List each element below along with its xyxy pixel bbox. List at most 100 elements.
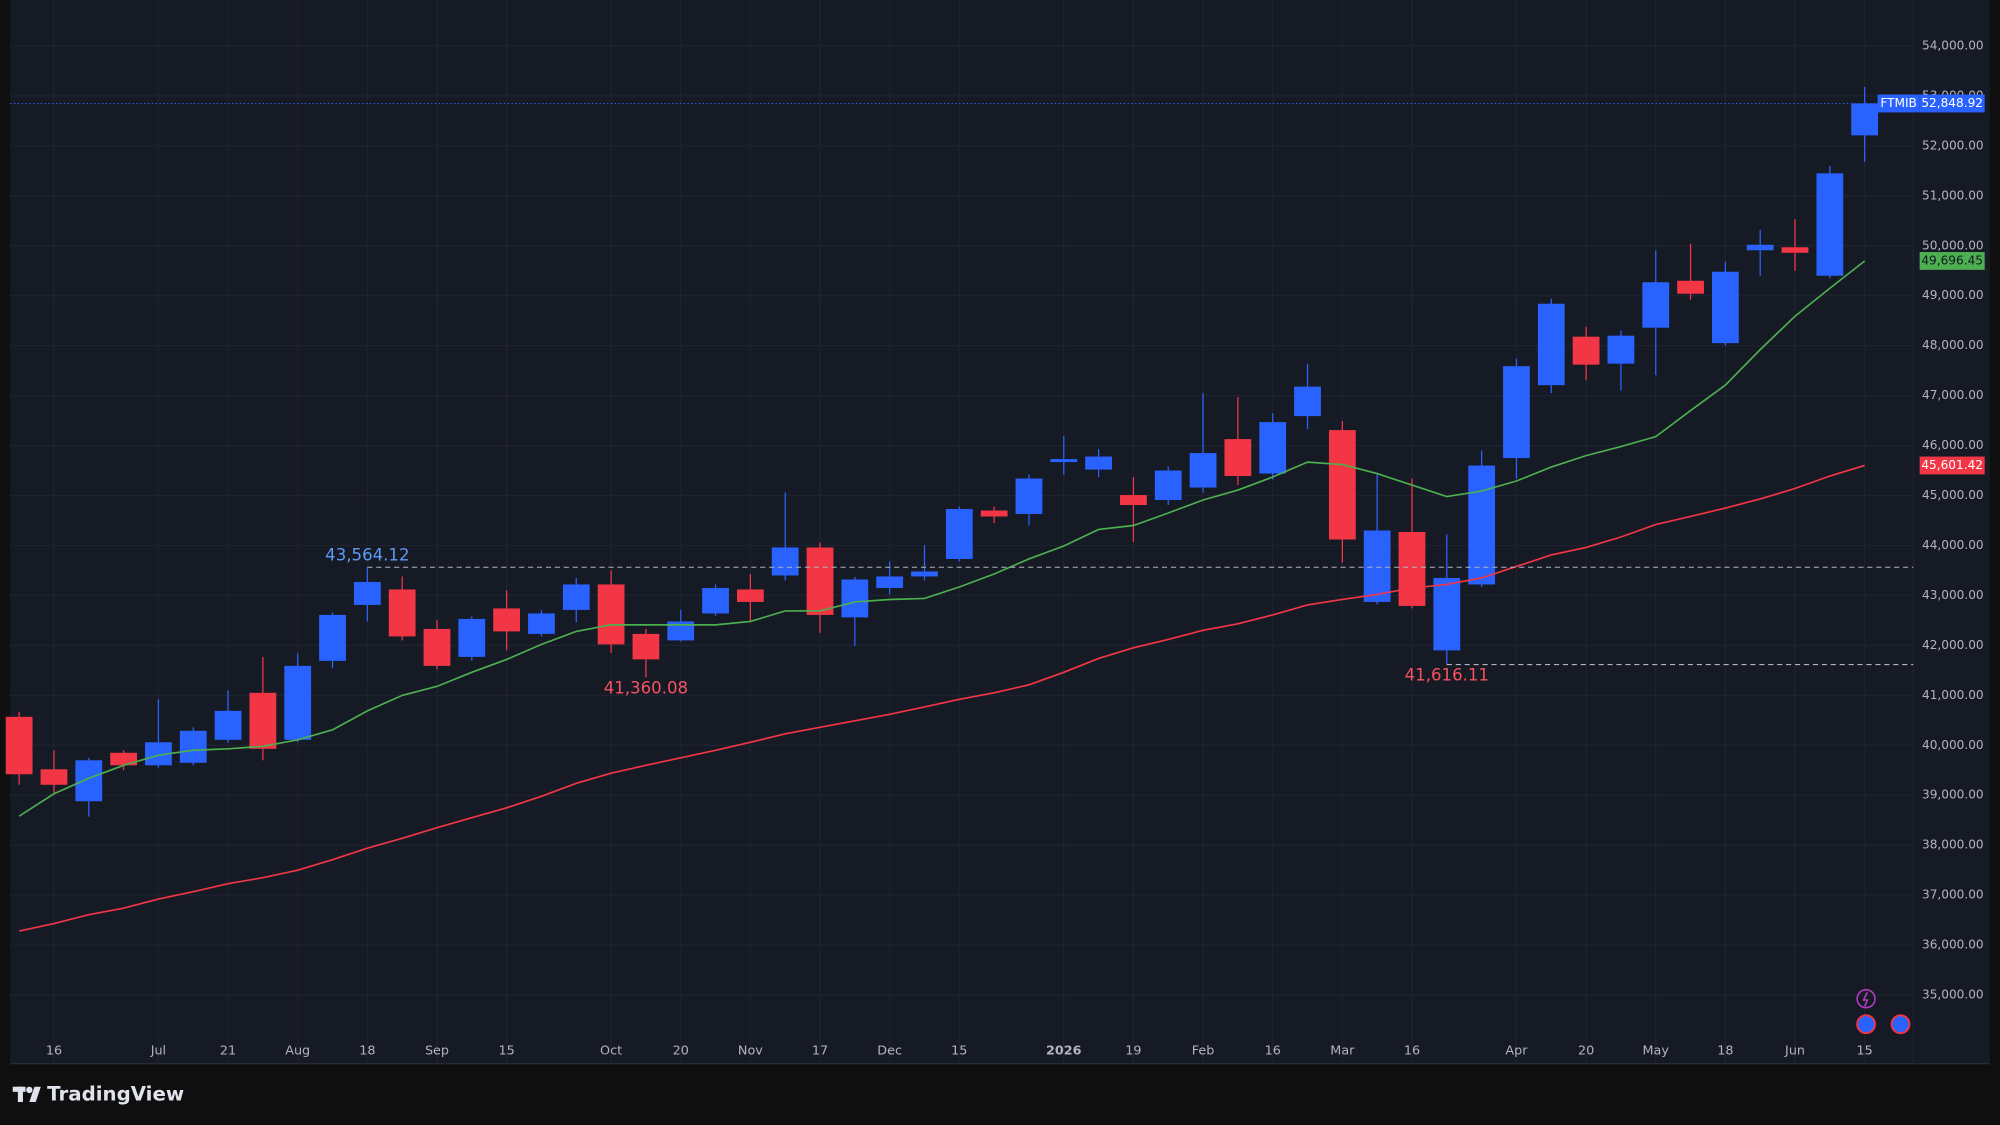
candle-body [1607, 335, 1635, 364]
x-tick-label: 18 [1717, 1044, 1733, 1059]
y-tick-label: 44,000.00 [1922, 538, 1984, 552]
x-tick-label: 19 [1125, 1044, 1141, 1059]
plot-area [10, 0, 1990, 1064]
ma-line [18, 260, 1866, 817]
ma-line [18, 464, 1865, 932]
candle-body [667, 621, 695, 641]
candle-body [1851, 103, 1879, 136]
x-tick-label: 18 [359, 1044, 375, 1059]
candle-body [5, 716, 33, 775]
x-tick-label: 15 [499, 1044, 515, 1059]
x-tick-label: Mar [1330, 1044, 1355, 1059]
candle-body [458, 618, 486, 657]
candle-body [771, 547, 799, 576]
y-tick-label: 38,000.00 [1922, 838, 1984, 852]
annotation-label: 41,360.08 [604, 678, 688, 697]
y-tick-label: 46,000.00 [1922, 438, 1984, 452]
candle-body [179, 730, 207, 763]
x-tick-label: Aug [285, 1044, 310, 1059]
ma-tag [1919, 252, 1985, 270]
candle-body [1050, 459, 1078, 463]
logo-dot [26, 1086, 33, 1094]
candle-body [319, 614, 346, 661]
y-tick-label: 49,000.00 [1922, 288, 1984, 302]
candle-body [1677, 280, 1704, 294]
candle-body [40, 769, 68, 785]
candle-body [597, 584, 625, 645]
candle-body [423, 628, 451, 666]
price-tag [1919, 94, 1985, 113]
candle-body [1781, 247, 1809, 253]
ma-tag [1919, 456, 1985, 475]
y-tick-label: 40,000.00 [1922, 738, 1984, 752]
candle-body [980, 510, 1008, 517]
x-tick-label: 15 [1857, 1044, 1873, 1059]
candle-body [1503, 366, 1530, 459]
candle-body [702, 587, 729, 614]
price-tag-label: 52,848.92 [1921, 96, 1983, 110]
x-tick-label: Sep [425, 1044, 449, 1059]
event-icon[interactable] [1890, 1014, 1911, 1035]
y-tick-label: 51,000.00 [1922, 188, 1984, 202]
candle-body [1328, 430, 1356, 540]
event-icon[interactable] [1856, 989, 1876, 1009]
candle-body [1816, 173, 1844, 276]
x-tick-label: 16 [1265, 1044, 1281, 1059]
candle-body [110, 752, 137, 766]
event-icon-glyph [1862, 992, 1869, 1007]
candle-body [249, 692, 277, 749]
candle-body [1189, 453, 1217, 488]
candle-body [284, 665, 312, 740]
candle-body [1537, 303, 1565, 386]
candle-body [528, 613, 555, 634]
x-tick-label: 20 [1578, 1044, 1594, 1059]
candle-body [945, 509, 973, 559]
x-tick-label: 16 [1404, 1044, 1420, 1059]
candle-body [353, 581, 381, 605]
logo-stem [17, 1086, 23, 1103]
y-tick-label: 41,000.00 [1922, 688, 1984, 702]
event-icon[interactable] [1856, 1014, 1876, 1035]
candle-body [75, 760, 103, 802]
event-icons [1856, 989, 1911, 1035]
candle-body [1224, 439, 1252, 477]
x-tick-label: Jun [1784, 1044, 1805, 1059]
x-tick-label: Nov [738, 1044, 763, 1059]
labels: 35,000.00 36,000.00 37,000.00 38,000.00 39,0… [46, 38, 1985, 1059]
x-tick-label: 16 [46, 1044, 62, 1059]
candle-body [806, 547, 834, 615]
y-tick-label: 36,000.00 [1922, 938, 1984, 952]
candle-body [1468, 465, 1496, 585]
brand-name[interactable]: TradingView [47, 1083, 184, 1106]
candle-body [493, 608, 521, 632]
ma-tag-label: 45,601.42 [1921, 458, 1983, 472]
x-tick-label: 15 [951, 1044, 967, 1059]
grid [10, 0, 1914, 1063]
x-tick-label: Dec [877, 1044, 902, 1059]
ma-tag-label: 49,696.45 [1921, 253, 1983, 267]
candle-body [1642, 282, 1670, 328]
y-tick-label: 43,000.00 [1922, 588, 1984, 602]
x-tick-label: 17 [812, 1044, 828, 1059]
y-tick-label: 35,000.00 [1922, 988, 1984, 1002]
candle-body [632, 633, 660, 660]
x-tick-label: May [1643, 1044, 1670, 1059]
x-tick-label: Jul [150, 1044, 166, 1059]
logo-slash [29, 1086, 41, 1103]
x-tick-label: Apr [1505, 1044, 1528, 1059]
x-tick-label: 20 [673, 1044, 689, 1059]
brand-logo [12, 1086, 41, 1103]
candle-body [1015, 478, 1043, 515]
y-tick-label: 45,000.00 [1922, 488, 1984, 502]
y-tick-label: 48,000.00 [1922, 338, 1984, 352]
annotation-label: 43,564.12 [325, 545, 409, 564]
candle-body [841, 579, 869, 618]
candle-body [562, 584, 590, 610]
marks [5, 86, 1914, 932]
symbol-name: FTMIB [1880, 96, 1916, 110]
candle-body [1433, 577, 1461, 651]
annotation-label: 41,616.11 [1405, 666, 1489, 685]
candle-body [736, 589, 764, 602]
candle-body [1711, 271, 1739, 344]
candle-body [876, 576, 904, 588]
